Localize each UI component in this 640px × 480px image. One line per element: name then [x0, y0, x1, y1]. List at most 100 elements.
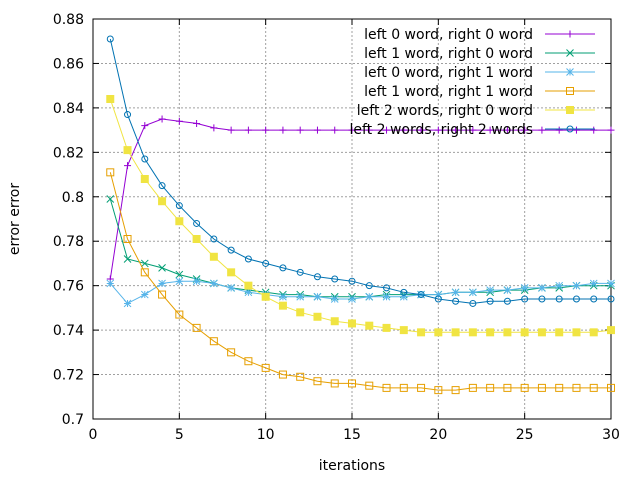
data-point: [175, 217, 184, 226]
data-point: [279, 292, 287, 301]
data-point: [417, 291, 425, 299]
data-point: [158, 197, 167, 206]
data-point: [520, 284, 529, 292]
data-point: [348, 126, 356, 134]
series-line: [109, 118, 611, 280]
series-line: [109, 38, 611, 304]
data-point: [451, 328, 460, 337]
data-point: [123, 146, 132, 155]
data-point: [313, 126, 321, 134]
data-point: [400, 288, 408, 296]
series-5: [106, 95, 615, 337]
legend-swatch-marker: [566, 125, 574, 133]
data-point: [296, 308, 305, 317]
data-point: [227, 246, 235, 254]
data-point: [538, 295, 546, 303]
series-line: [109, 172, 611, 391]
data-point: [400, 126, 408, 134]
data-point: [261, 292, 270, 301]
data-point: [244, 126, 252, 134]
series-1: [106, 115, 615, 283]
data-point: [175, 277, 184, 286]
legend-swatch-marker: [566, 106, 574, 114]
data-point: [555, 328, 564, 337]
data-point: [244, 281, 253, 290]
data-point: [607, 126, 615, 134]
data-point: [434, 295, 442, 303]
legend-entry: left 1 word, right 1 word: [364, 84, 595, 100]
data-point: [452, 297, 460, 305]
data-point: [193, 119, 201, 127]
data-point: [399, 326, 408, 335]
axis-ticks: 0 5 10 15 20 25 30 0.7 0.72 0.74 0.76 0.78 0.8 0.82 0.…: [53, 12, 620, 443]
data-point: [555, 126, 563, 134]
data-point: [227, 268, 236, 277]
data-point: [192, 235, 201, 243]
data-point: [538, 126, 546, 134]
data-point: [227, 284, 235, 292]
data-point: [210, 279, 218, 288]
data-point: [486, 126, 494, 134]
data-point: [123, 235, 132, 243]
data-point: [158, 290, 167, 299]
data-point: [348, 379, 356, 388]
legend-swatch-marker: [566, 49, 574, 57]
data-point: [313, 273, 321, 281]
legend-label: left 2 words, right 0 word: [357, 103, 533, 119]
data-point: [330, 295, 339, 303]
data-point: [141, 122, 149, 130]
data-point: [313, 377, 322, 386]
data-point: [330, 379, 339, 388]
data-point: [555, 281, 564, 290]
x-tick-label: 5: [175, 427, 184, 443]
data-point: [106, 35, 114, 43]
data-point: [348, 295, 356, 303]
data-point: [589, 279, 598, 288]
data-point: [331, 275, 339, 283]
legend-label: left 0 word, right 1 word: [364, 65, 533, 81]
data-point: [383, 126, 391, 134]
data-point: [589, 383, 598, 392]
data-point: [141, 155, 149, 163]
data-point: [365, 381, 374, 390]
data-point: [503, 297, 511, 305]
data-point: [158, 115, 166, 123]
data-point: [279, 126, 287, 134]
data-point: [607, 279, 615, 288]
series-6: [106, 35, 615, 307]
data-point: [468, 328, 477, 337]
data-point: [399, 292, 408, 301]
series-group: [106, 35, 615, 395]
data-point: [106, 168, 115, 177]
data-point: [572, 328, 581, 337]
data-point: [124, 111, 132, 119]
data-point: [607, 326, 615, 335]
data-point: [123, 255, 132, 263]
data-point: [192, 323, 201, 332]
data-point: [348, 319, 356, 328]
data-point: [296, 292, 305, 301]
data-point: [521, 295, 529, 303]
data-point: [279, 264, 287, 272]
data-point: [158, 182, 166, 190]
data-point: [434, 328, 443, 337]
data-point: [469, 126, 477, 134]
data-point: [589, 328, 598, 337]
data-point: [572, 281, 581, 290]
data-point: [262, 259, 270, 267]
data-point: [330, 317, 339, 326]
data-point: [486, 328, 495, 337]
data-point: [607, 383, 615, 392]
series-4: [106, 168, 615, 395]
data-point: [175, 117, 183, 125]
data-point: [555, 295, 563, 303]
legend-label: left 1 word, right 0 word: [364, 46, 533, 62]
data-point: [417, 328, 426, 337]
series-line: [109, 198, 611, 298]
series-line: [109, 280, 611, 305]
data-point: [590, 126, 598, 134]
data-point: [572, 126, 580, 134]
data-point: [262, 126, 270, 134]
data-point: [503, 383, 512, 392]
